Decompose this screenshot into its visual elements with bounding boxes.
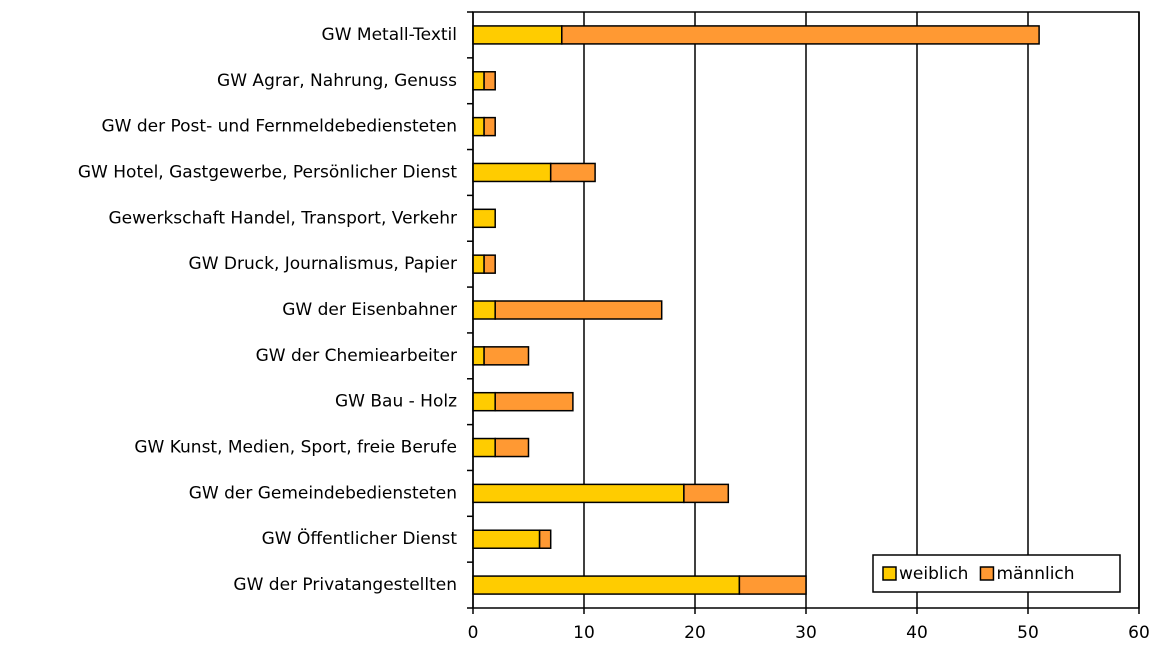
x-tick-label: 60 xyxy=(1128,623,1150,643)
bar xyxy=(494,391,574,412)
legend-label: weiblich xyxy=(899,564,968,584)
y-tick-label: GW Agrar, Nahrung, Genuss xyxy=(217,71,457,91)
y-tick-label: GW der Privatangestellten xyxy=(233,575,457,595)
bar xyxy=(472,529,541,549)
y-tick-label: GW Kunst, Medien, Sport, freie Berufe xyxy=(134,438,457,458)
bar xyxy=(549,162,596,183)
bar xyxy=(483,254,496,274)
bar xyxy=(472,575,741,595)
y-tick-label: GW Hotel, Gastgewerbe, Persönlicher Dien… xyxy=(78,162,457,182)
bar xyxy=(683,483,730,504)
bar xyxy=(472,483,685,504)
bar xyxy=(472,437,496,458)
bar xyxy=(472,346,485,366)
y-tick-label: GW Öffentlicher Dienst xyxy=(262,527,458,549)
x-tick-label: 10 xyxy=(573,623,595,643)
bar xyxy=(472,162,552,183)
x-tick-label: 0 xyxy=(468,623,479,643)
bar xyxy=(738,575,807,595)
y-tick-label: GW der Post- und Fernmeldebediensteten xyxy=(101,117,457,137)
legend xyxy=(872,554,1121,593)
legend-label: männlich xyxy=(996,564,1074,584)
bar xyxy=(472,71,485,91)
plot-frame xyxy=(472,11,1140,609)
bar xyxy=(472,208,496,229)
legend-swatch xyxy=(979,566,995,581)
y-tick-label: GW der Chemiearbeiter xyxy=(256,346,457,366)
x-tick-label: 40 xyxy=(906,623,928,643)
bar xyxy=(472,300,496,320)
bar xyxy=(538,529,552,549)
y-tick-label: Gewerkschaft Handel, Transport, Verkehr xyxy=(108,208,457,228)
x-tick-label: 30 xyxy=(795,623,817,643)
x-tick-label: 20 xyxy=(684,623,706,643)
bar xyxy=(483,346,530,366)
bar xyxy=(472,116,485,137)
legend-swatch xyxy=(882,566,897,581)
bar xyxy=(472,25,563,45)
y-tick-label: GW Druck, Journalismus, Papier xyxy=(189,254,457,274)
y-tick-label: GW Metall-Textil xyxy=(322,25,457,45)
bar xyxy=(494,437,530,458)
y-tick-label: GW Bau - Holz xyxy=(335,392,457,412)
bar xyxy=(483,116,496,137)
bar xyxy=(472,254,485,274)
bar xyxy=(494,300,663,320)
bar xyxy=(472,391,496,412)
y-tick-label: GW der Gemeindebediensteten xyxy=(189,483,457,503)
bar xyxy=(561,25,1040,45)
x-tick-label: 50 xyxy=(1017,623,1039,643)
bar xyxy=(483,71,496,91)
y-tick-label: GW der Eisenbahner xyxy=(282,300,457,320)
